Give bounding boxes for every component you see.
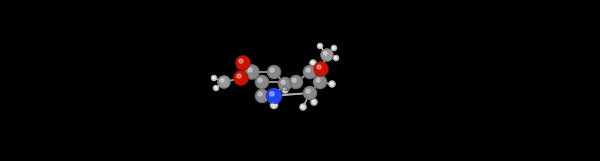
- Circle shape: [272, 103, 274, 105]
- Circle shape: [283, 88, 285, 90]
- Circle shape: [329, 81, 335, 87]
- Circle shape: [258, 78, 262, 82]
- Circle shape: [304, 86, 317, 99]
- Circle shape: [214, 85, 218, 90]
- Circle shape: [306, 89, 310, 93]
- Circle shape: [236, 56, 250, 70]
- Circle shape: [317, 43, 323, 48]
- Circle shape: [311, 99, 317, 105]
- Circle shape: [268, 66, 281, 79]
- Circle shape: [332, 47, 334, 48]
- Circle shape: [266, 89, 281, 104]
- Circle shape: [237, 74, 241, 78]
- Circle shape: [334, 56, 338, 61]
- Circle shape: [321, 49, 333, 61]
- Circle shape: [218, 76, 230, 88]
- Circle shape: [282, 87, 288, 93]
- Circle shape: [331, 46, 337, 51]
- Circle shape: [317, 65, 321, 69]
- Circle shape: [319, 45, 320, 46]
- Circle shape: [335, 57, 336, 58]
- Circle shape: [212, 76, 217, 80]
- Circle shape: [234, 71, 248, 85]
- Circle shape: [311, 61, 313, 63]
- Circle shape: [312, 100, 314, 102]
- Circle shape: [278, 77, 292, 90]
- Circle shape: [330, 82, 332, 84]
- Circle shape: [314, 76, 326, 89]
- Circle shape: [269, 92, 274, 96]
- Circle shape: [306, 68, 310, 72]
- Circle shape: [239, 59, 243, 63]
- Circle shape: [301, 105, 303, 107]
- Circle shape: [245, 65, 259, 79]
- Circle shape: [316, 78, 320, 82]
- Circle shape: [300, 104, 306, 110]
- Circle shape: [256, 90, 269, 103]
- Circle shape: [248, 68, 252, 72]
- Circle shape: [271, 101, 277, 109]
- Circle shape: [256, 76, 269, 89]
- Circle shape: [221, 79, 224, 82]
- Circle shape: [281, 80, 285, 84]
- Circle shape: [290, 76, 302, 89]
- Circle shape: [270, 68, 274, 72]
- Circle shape: [212, 76, 214, 78]
- Circle shape: [304, 66, 317, 79]
- Circle shape: [314, 62, 328, 76]
- Circle shape: [258, 92, 262, 96]
- Circle shape: [310, 60, 316, 66]
- Circle shape: [292, 78, 296, 82]
- Circle shape: [215, 87, 216, 88]
- Circle shape: [323, 52, 327, 55]
